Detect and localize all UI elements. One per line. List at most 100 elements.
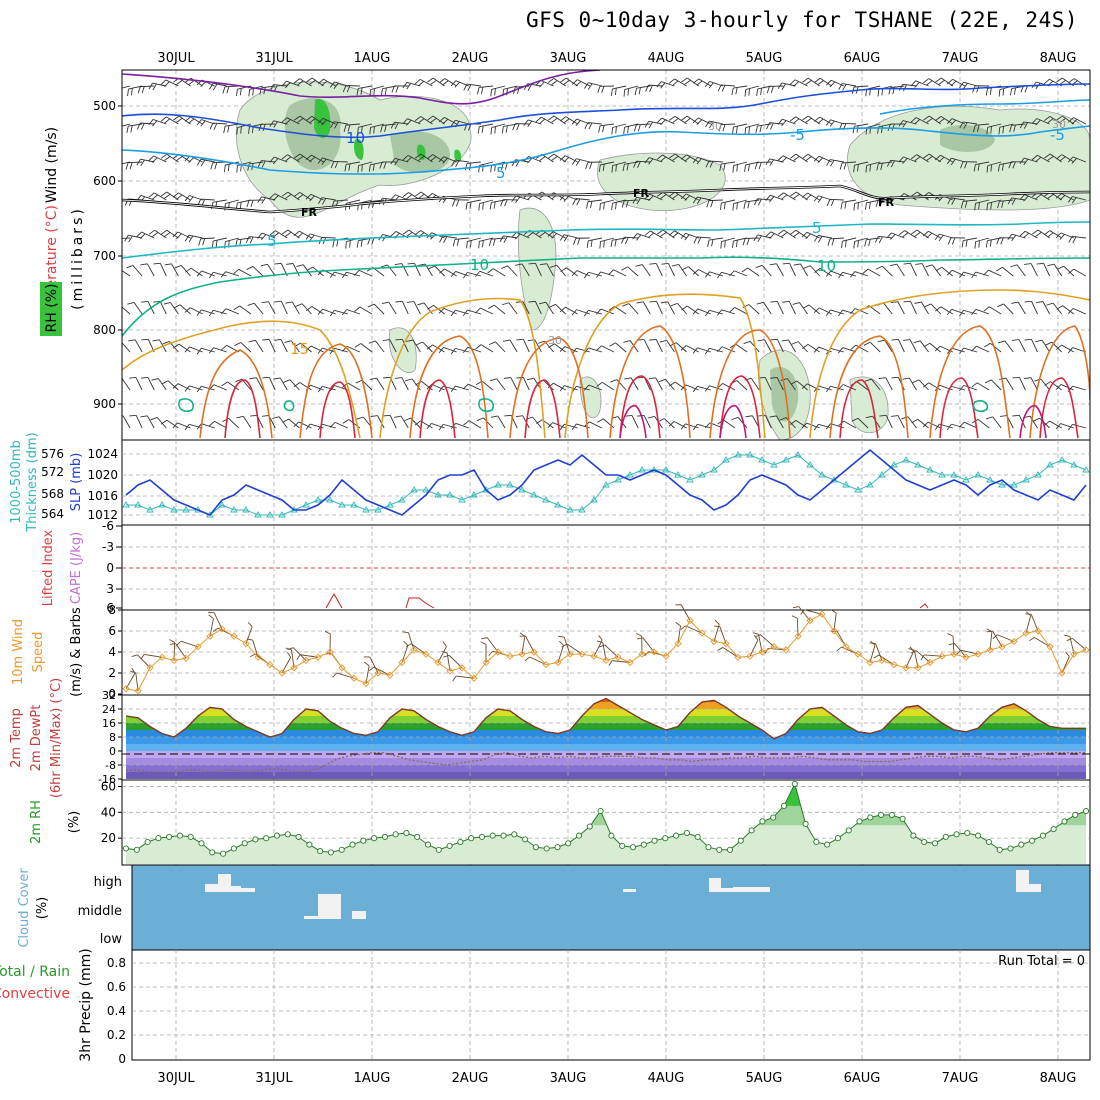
wind-point bbox=[458, 664, 466, 672]
wind-point bbox=[638, 650, 646, 658]
thickness-point bbox=[494, 481, 502, 488]
temp-band bbox=[126, 716, 1086, 723]
rh-point bbox=[985, 838, 992, 846]
thickness-point bbox=[902, 456, 910, 463]
thickness-point bbox=[278, 511, 286, 518]
wind-point bbox=[746, 652, 754, 660]
wind-point bbox=[254, 653, 262, 661]
rh-point bbox=[327, 849, 334, 856]
contour-label: -5 bbox=[1050, 126, 1065, 144]
rh-point bbox=[845, 827, 852, 834]
wind-point bbox=[362, 679, 370, 688]
rh-point bbox=[306, 841, 313, 848]
date-label: 30JUL bbox=[157, 51, 195, 66]
thickness-point bbox=[506, 481, 514, 488]
wind-point bbox=[998, 643, 1006, 651]
rh-point bbox=[964, 829, 971, 837]
thickness-point bbox=[554, 501, 562, 508]
wind-speed-series bbox=[125, 613, 1087, 692]
contour-label: FR bbox=[878, 196, 895, 209]
thickness-point bbox=[470, 491, 478, 498]
rh-point bbox=[424, 841, 432, 848]
wind-point bbox=[326, 648, 334, 656]
rh-point bbox=[349, 841, 356, 848]
rh-point bbox=[543, 845, 550, 852]
date-label: 2AUG bbox=[452, 1071, 489, 1086]
thickness-point bbox=[578, 506, 586, 513]
temp-band bbox=[126, 698, 1086, 702]
thickness-point bbox=[566, 506, 574, 513]
isotherm-5 bbox=[122, 221, 1090, 259]
slp-axis: 576 572 568 564 1024 1020 1016 1012 bbox=[41, 447, 118, 522]
thickness-point bbox=[650, 466, 658, 473]
thickness-point bbox=[674, 471, 682, 478]
contour-label: FR bbox=[633, 187, 650, 200]
wind-point bbox=[266, 660, 274, 669]
contour-label: 10 bbox=[817, 257, 836, 275]
date-label: 1AUG bbox=[354, 51, 391, 66]
thickness-point bbox=[866, 481, 874, 488]
tick-label: middle bbox=[78, 904, 122, 919]
thickness-point bbox=[602, 481, 610, 488]
thickness-point bbox=[938, 471, 946, 478]
wind-point bbox=[470, 674, 478, 682]
thickness-point bbox=[134, 501, 142, 508]
rh-point bbox=[392, 831, 399, 838]
wind-point bbox=[542, 660, 550, 669]
tick-label: 3 bbox=[106, 582, 114, 596]
rh-point bbox=[726, 846, 734, 853]
rh-point bbox=[209, 849, 216, 856]
wind-point bbox=[806, 616, 814, 625]
contour-label: 5 bbox=[267, 232, 277, 250]
date-label: 1AUG bbox=[354, 1071, 391, 1086]
contour-label: 10 bbox=[470, 256, 489, 274]
wind-point bbox=[134, 687, 142, 695]
isotherm-15 bbox=[122, 289, 1090, 439]
rh-point bbox=[532, 844, 539, 851]
rh-point bbox=[1039, 832, 1046, 839]
wind-point bbox=[1046, 643, 1054, 651]
isotherm-minus10 bbox=[122, 83, 1090, 139]
thickness-point bbox=[1010, 481, 1018, 488]
thickness-markers bbox=[122, 451, 1090, 518]
wind-point bbox=[182, 654, 190, 662]
rh-point bbox=[252, 836, 259, 843]
tick-label: 16 bbox=[102, 717, 116, 730]
tick-label: 1020 bbox=[87, 468, 118, 482]
date-label: 4AUG bbox=[648, 51, 685, 66]
rh-point bbox=[133, 846, 140, 853]
thickness-point bbox=[410, 486, 418, 493]
rh-point bbox=[673, 832, 680, 839]
rh-point bbox=[824, 841, 831, 848]
thickness-point bbox=[1082, 466, 1090, 473]
wind-point bbox=[506, 652, 514, 660]
rh-point bbox=[1050, 826, 1057, 833]
rh-point bbox=[155, 835, 162, 842]
date-label: 6AUG bbox=[844, 1071, 881, 1086]
precip-grid bbox=[132, 950, 1090, 1060]
rh-point bbox=[565, 840, 572, 847]
dewpoint-series bbox=[126, 752, 1086, 773]
wind-axis-unit: (m/s) & Barbs bbox=[69, 607, 84, 697]
cloud-bars bbox=[205, 870, 1041, 919]
rh-point bbox=[371, 835, 378, 842]
wind-point bbox=[794, 632, 802, 640]
temp-color-bands bbox=[126, 698, 1086, 779]
date-label: 30JUL bbox=[157, 1071, 195, 1086]
thickness-point bbox=[1058, 456, 1066, 463]
rh-axis-title: 2m RH bbox=[29, 800, 44, 844]
rh-point bbox=[511, 831, 518, 838]
thickness-point bbox=[122, 501, 130, 508]
surface-wind-barbs bbox=[125, 604, 1087, 691]
tick-label: -16 bbox=[98, 773, 116, 786]
thickness-point bbox=[662, 466, 670, 473]
thickness-point bbox=[422, 486, 430, 493]
rh-point bbox=[187, 833, 194, 840]
isotherm-minus5 bbox=[122, 125, 1090, 175]
rh-point bbox=[273, 832, 281, 839]
tick-label: 0.2 bbox=[107, 1028, 126, 1042]
rh-point bbox=[381, 833, 388, 840]
rh-point bbox=[899, 815, 906, 822]
